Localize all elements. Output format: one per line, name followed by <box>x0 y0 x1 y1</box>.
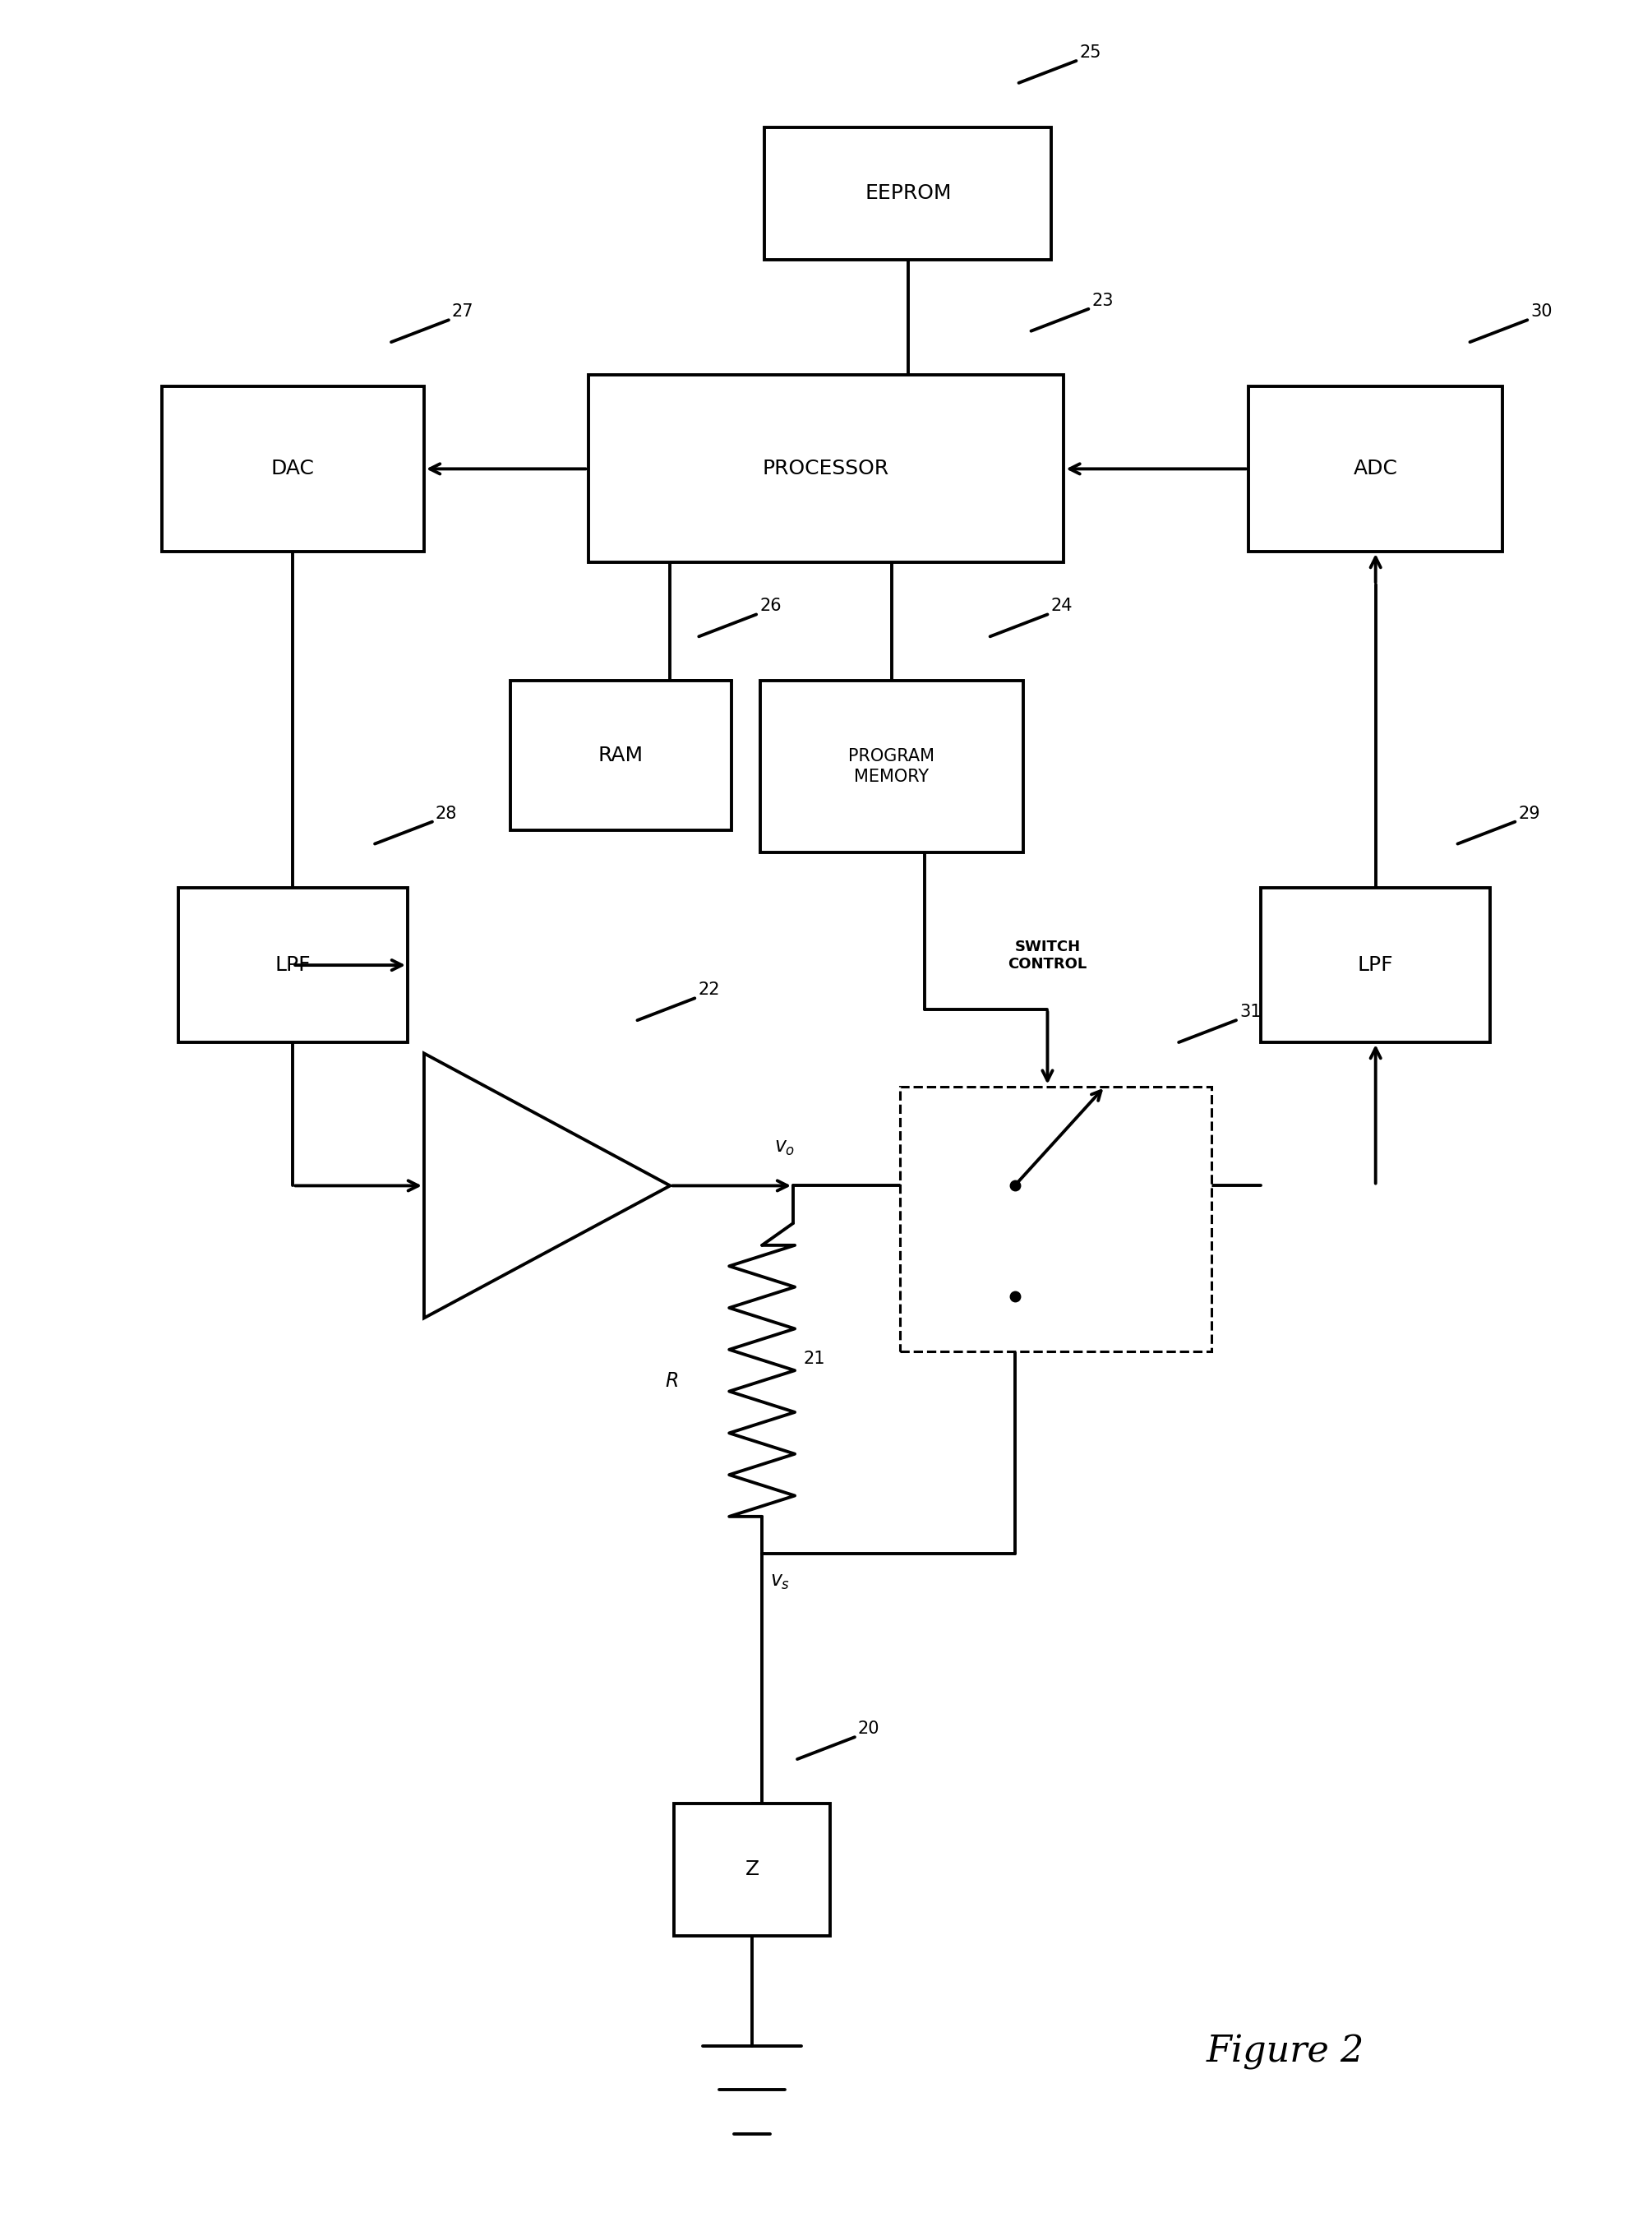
Text: 22: 22 <box>699 982 720 998</box>
Text: Figure 2: Figure 2 <box>1206 2035 1365 2071</box>
Bar <box>674 1802 829 1935</box>
Text: EEPROM: EEPROM <box>864 184 952 204</box>
Text: 30: 30 <box>1531 304 1553 319</box>
Bar <box>1249 386 1503 552</box>
Bar <box>1260 889 1490 1042</box>
Text: 24: 24 <box>1051 599 1072 614</box>
Text: 21: 21 <box>803 1350 824 1368</box>
Bar <box>510 681 732 831</box>
Text: DAC: DAC <box>271 459 314 479</box>
Text: 25: 25 <box>1079 44 1102 60</box>
Text: ADC: ADC <box>1353 459 1398 479</box>
Text: 20: 20 <box>857 1720 881 1738</box>
Text: PROCESSOR: PROCESSOR <box>763 459 889 479</box>
Text: Z: Z <box>745 1860 760 1880</box>
Text: R: R <box>666 1370 679 1390</box>
Bar <box>588 375 1064 563</box>
Text: RAM: RAM <box>598 745 644 765</box>
Text: PROGRAM
MEMORY: PROGRAM MEMORY <box>849 747 935 785</box>
Text: 31: 31 <box>1239 1004 1260 1020</box>
Text: 27: 27 <box>453 304 474 319</box>
Text: SWITCH
CONTROL: SWITCH CONTROL <box>1008 940 1087 971</box>
Text: 29: 29 <box>1518 805 1540 823</box>
Bar <box>760 681 1023 854</box>
Text: 26: 26 <box>760 599 781 614</box>
Bar <box>765 126 1052 259</box>
Bar <box>900 1086 1211 1350</box>
Text: LPF: LPF <box>1358 956 1394 975</box>
Bar <box>178 889 408 1042</box>
Text: $v_o$: $v_o$ <box>775 1137 795 1157</box>
Text: $v_s$: $v_s$ <box>770 1572 790 1592</box>
Bar <box>162 386 425 552</box>
Text: 23: 23 <box>1092 293 1113 308</box>
Text: LPF: LPF <box>274 956 311 975</box>
Text: 28: 28 <box>436 805 458 823</box>
